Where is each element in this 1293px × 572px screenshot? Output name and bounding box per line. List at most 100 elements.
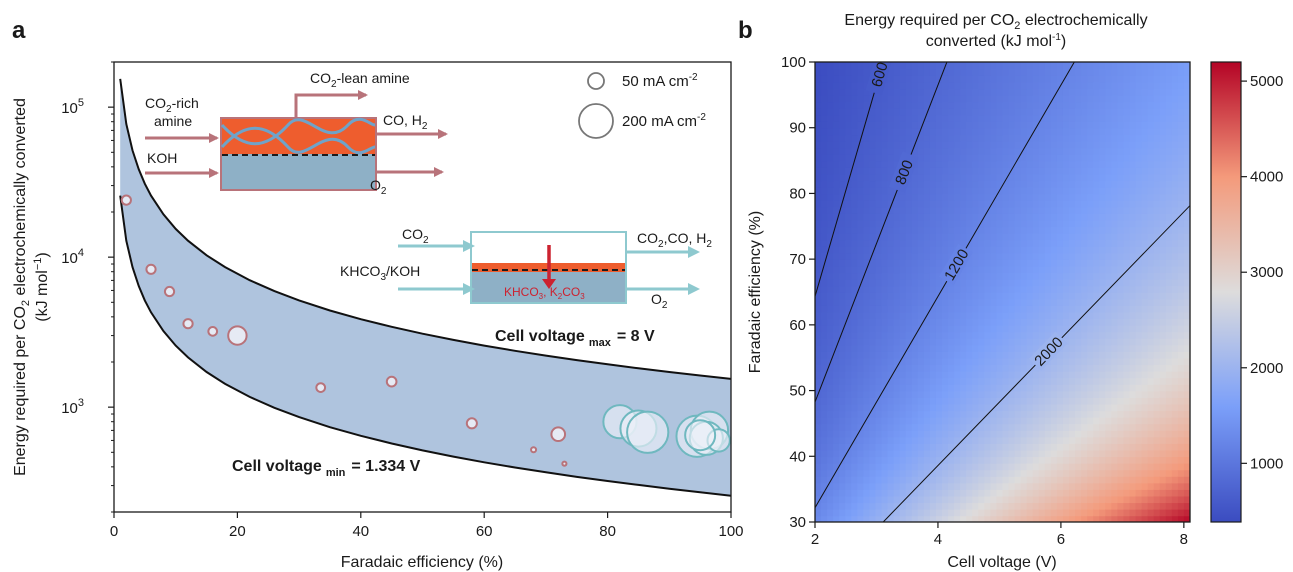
heatmap-cell <box>1002 344 1010 352</box>
heatmap-cell <box>851 344 859 352</box>
heatmap-cell <box>821 370 828 379</box>
heatmap-cell <box>929 456 937 464</box>
heatmap-cell <box>815 311 822 320</box>
heatmap-cell <box>911 219 919 228</box>
heatmap-cell <box>881 140 889 149</box>
heatmap-cell <box>869 324 877 333</box>
heatmap-cell <box>1032 94 1040 103</box>
heatmap-cell <box>1123 469 1131 477</box>
heatmap-cell <box>1135 173 1143 182</box>
heatmap-cell <box>839 154 847 162</box>
heatmap-cell <box>815 154 822 162</box>
heatmap-cell <box>857 331 865 339</box>
heatmap-cell <box>1159 338 1167 346</box>
heatmap-cell <box>1038 186 1046 195</box>
heatmap-cell <box>1050 489 1058 497</box>
heatmap-cell <box>1159 416 1167 425</box>
heatmap-cell <box>833 469 840 477</box>
heatmap-cell <box>1171 167 1179 175</box>
heatmap-cell <box>917 508 925 517</box>
heatmap-cell <box>917 68 925 76</box>
heatmap-cell <box>942 219 949 228</box>
heatmap-cell <box>1171 246 1179 254</box>
heatmap-cell <box>978 482 986 490</box>
heatmap-cell <box>845 515 853 522</box>
heatmap-cell <box>863 246 871 254</box>
heatmap-cell <box>1153 462 1161 471</box>
heatmap-cell <box>1093 200 1101 208</box>
heatmap-cell <box>1117 88 1125 96</box>
heatmap-cell <box>978 134 986 142</box>
heatmap-cell <box>1135 443 1143 451</box>
heatmap-cell <box>881 344 889 352</box>
heatmap-cell <box>1177 292 1185 300</box>
heatmap-cell <box>917 298 925 306</box>
heatmap-cell <box>869 206 877 214</box>
heatmap-cell <box>1038 278 1046 287</box>
heatmap-cell <box>996 278 1004 287</box>
heatmap-cell <box>972 94 980 103</box>
heatmap-cell <box>1171 186 1179 195</box>
heatmap-cell <box>833 232 840 241</box>
heatmap-cell <box>972 476 980 484</box>
heatmap-cell <box>954 462 961 471</box>
heatmap-cell <box>1117 515 1125 522</box>
heatmap-cell <box>1147 246 1155 254</box>
heatmap-cell <box>984 134 992 142</box>
heatmap-cell <box>1141 239 1149 247</box>
heatmap-cell <box>929 292 937 300</box>
heatmap-cell <box>911 298 919 306</box>
heatmap-cell <box>1099 456 1107 464</box>
heatmap-cell <box>935 318 943 326</box>
heatmap-cell <box>948 416 955 425</box>
heatmap-cell <box>1014 285 1022 293</box>
heatmap-cell <box>827 246 834 254</box>
heatmap-cell <box>1183 94 1190 103</box>
heatmap-cell <box>1062 338 1070 346</box>
heatmap-cell <box>899 134 907 142</box>
heatmap-cell <box>1050 384 1058 392</box>
heatmap-cell <box>923 403 931 412</box>
heatmap-cell <box>1026 331 1034 339</box>
heatmap-cell <box>996 462 1004 471</box>
heatmap-cell <box>1044 68 1052 76</box>
heatmap-cell <box>839 62 847 70</box>
heatmap-cell <box>1147 127 1155 136</box>
heatmap-cell <box>857 167 865 175</box>
heatmap-cell <box>1014 200 1022 208</box>
heatmap-cell <box>1171 114 1179 122</box>
heatmap-cell <box>1141 186 1149 195</box>
heatmap-cell <box>923 495 931 504</box>
heatmap-cell <box>1147 311 1155 320</box>
heatmap-cell <box>1183 265 1190 274</box>
heatmap-cell <box>1026 232 1034 241</box>
heatmap-cell <box>929 370 937 379</box>
heatmap-cell <box>839 344 847 352</box>
heatmap-cell <box>1135 338 1143 346</box>
heatmap-cell <box>1135 430 1143 438</box>
heatmap-cell <box>821 430 828 438</box>
heatmap-cell <box>821 364 828 372</box>
heatmap-cell <box>984 292 992 300</box>
heatmap-cell <box>1153 200 1161 208</box>
heatmap-cell <box>1087 410 1095 418</box>
heatmap-cell <box>881 489 889 497</box>
heatmap-cell <box>893 285 901 293</box>
heatmap-cell <box>1165 508 1173 517</box>
heatmap-cell <box>881 502 889 510</box>
heatmap-cell <box>966 508 974 517</box>
heatmap-cell <box>1111 331 1119 339</box>
heatmap-cell <box>929 167 937 175</box>
heatmap-cell <box>1153 246 1161 254</box>
heatmap-cell <box>1044 75 1052 83</box>
heatmap-cell <box>1165 259 1173 267</box>
heatmap-cell <box>1183 436 1190 444</box>
heatmap-cell <box>978 476 986 484</box>
heatmap-cell <box>1002 298 1010 306</box>
heatmap-cell <box>1123 292 1131 300</box>
heatmap-cell <box>954 318 961 326</box>
heatmap-cell <box>1141 246 1149 254</box>
heatmap-cell <box>875 94 883 103</box>
y-tick-label: 60 <box>789 317 806 334</box>
heatmap-cell <box>1056 167 1064 175</box>
